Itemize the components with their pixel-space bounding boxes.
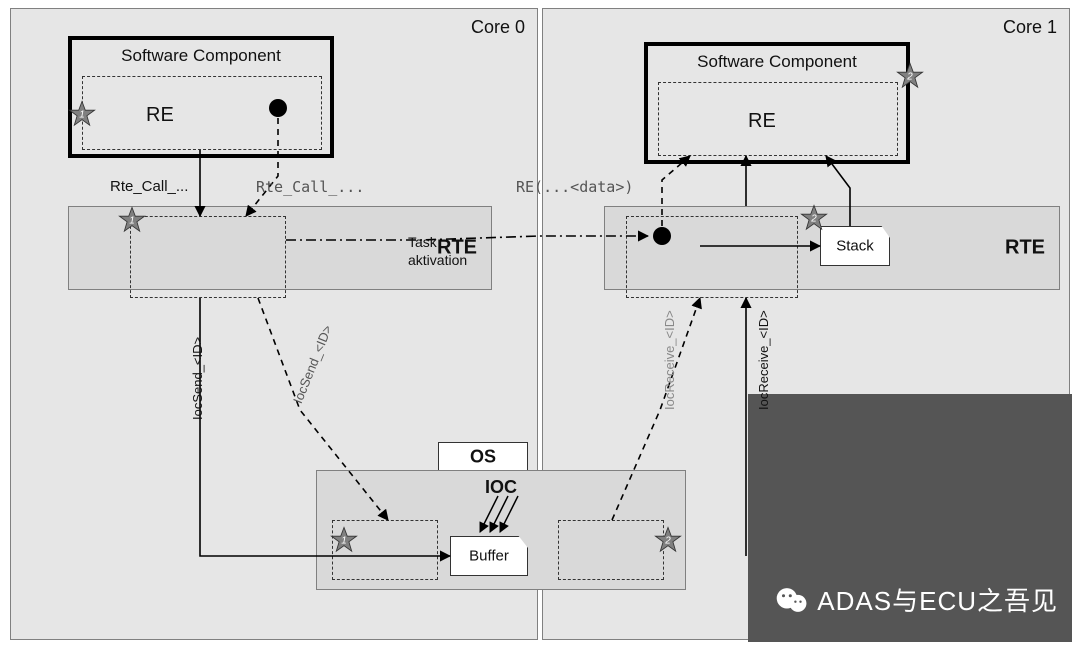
node-swc1_inner <box>658 82 898 156</box>
edge-label-8: IocReceive_<ID> <box>756 310 771 410</box>
watermark-text: ADAS与ECU之吾见 <box>817 581 1058 618</box>
node-ioc-label: IOC <box>485 477 517 498</box>
edge-label-1: Rte_Call_... <box>256 178 364 196</box>
node-core1-label: Core 1 <box>1003 17 1057 38</box>
edge-label-5: IocSend_<ID> <box>190 337 205 420</box>
node-swc0_inner <box>82 76 322 150</box>
node-ioc_right <box>558 520 664 580</box>
node-buffer: Buffer <box>450 536 528 576</box>
node-rte0_inner <box>130 216 286 298</box>
node-label-swc1_re: RE <box>748 110 776 133</box>
node-stack-label: Stack <box>836 238 874 255</box>
node-label-swc0_re: RE <box>146 104 174 127</box>
node-os-label: OS <box>470 447 496 468</box>
dot-rte1_dot <box>653 227 671 245</box>
edge-label-3: Task <box>408 234 437 250</box>
node-swc1-label: Software Component <box>697 52 857 72</box>
edge-label-4: aktivation <box>408 252 467 268</box>
wechat-icon <box>775 583 809 617</box>
node-ioc_left <box>332 520 438 580</box>
node-rte1-label: RTE <box>1005 237 1045 260</box>
node-swc0-label: Software Component <box>121 46 281 66</box>
dot-swc0_dot <box>269 99 287 117</box>
node-os: OS <box>438 442 528 472</box>
node-core0-label: Core 0 <box>471 17 525 38</box>
edge-label-0: Rte_Call_... <box>110 178 188 195</box>
node-stack: Stack <box>820 226 890 266</box>
watermark: ADAS与ECU之吾见 <box>775 581 1058 618</box>
edge-label-7: IocReceive_<ID> <box>662 310 677 410</box>
node-rte1_inner <box>626 216 798 298</box>
edge-label-2: RE(...<data>) <box>516 178 633 196</box>
node-buffer-label: Buffer <box>469 548 509 565</box>
